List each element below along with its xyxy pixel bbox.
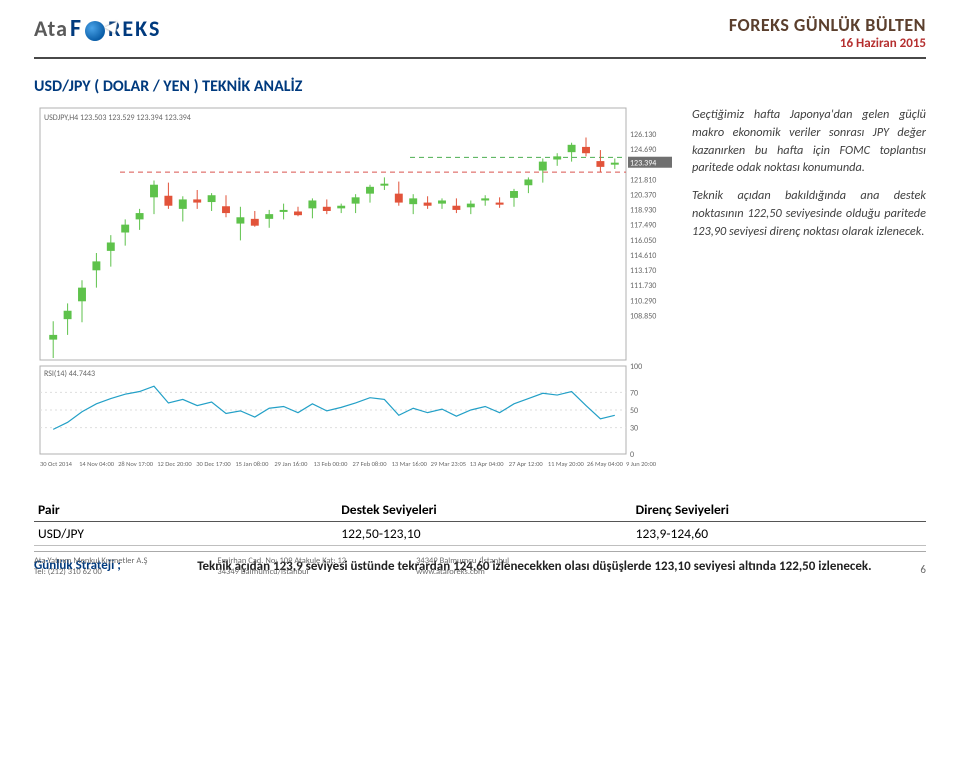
svg-text:111.730: 111.730	[630, 281, 656, 291]
section-title: USD/JPY ( DOLAR / YEN ) TEKNİK ANALİZ	[34, 77, 926, 96]
svg-text:29 Mar 23:05: 29 Mar 23:05	[431, 460, 466, 468]
footer-col-3: 34349 Balmumcu /İstanbul www.ataforeks.c…	[416, 556, 509, 578]
svg-text:121.810: 121.810	[630, 175, 656, 185]
footer-addr1: Emirhan Cad. No: 109 Atakule Kat: 12	[217, 556, 346, 567]
table-row: USD/JPY 122,50-123,10 123,9-124,60	[34, 522, 926, 546]
svg-text:28 Nov 17:00: 28 Nov 17:00	[118, 460, 154, 468]
svg-text:RSI(14) 44.7443: RSI(14) 44.7443	[44, 369, 95, 379]
footer-col-1: Ata Yatırım Menkul Kıymetler A.Ş Tel: (2…	[34, 556, 147, 578]
analysis-text: Geçtiğimiz hafta Japonya'dan gelen güçlü…	[692, 104, 926, 484]
svg-text:0: 0	[630, 450, 634, 460]
th-resistance: Direnç Seviyeleri	[632, 498, 926, 522]
svg-text:30: 30	[630, 424, 638, 434]
svg-text:108.850: 108.850	[630, 311, 656, 321]
footer-tel: Tel: (212) 310 62 00	[34, 567, 147, 578]
th-support: Destek Seviyeleri	[337, 498, 631, 522]
price-chart: 126.130 124.690 123.394 121.810 120.370 118.9…	[34, 104, 674, 484]
svg-text:USDJPY,H4 123.503 123.529 123: USDJPY,H4 123.503 123.529 123.394 123.39…	[44, 113, 191, 123]
footer: Ata Yatırım Menkul Kıymetler A.Ş Tel: (2…	[34, 551, 926, 578]
bulletin-date: 16 Haziran 2015	[729, 36, 926, 51]
footer-url: www.ataforeks.com	[416, 567, 509, 578]
svg-text:118.930: 118.930	[630, 206, 656, 216]
cell-pair: USD/JPY	[34, 522, 337, 546]
svg-text:123.394: 123.394	[630, 159, 656, 169]
svg-text:113.170: 113.170	[630, 266, 656, 276]
svg-text:14 Nov 04:00: 14 Nov 04:00	[79, 460, 115, 468]
bulletin-title: FOREKS GÜNLÜK BÜLTEN	[729, 14, 926, 36]
svg-text:11 May 20:00: 11 May 20:00	[548, 460, 585, 468]
logo: Ata F REKS	[34, 14, 161, 43]
svg-text:26 May 04:00: 26 May 04:00	[587, 460, 624, 468]
svg-text:116.050: 116.050	[630, 236, 656, 246]
bulletin-title-block: FOREKS GÜNLÜK BÜLTEN 16 Haziran 2015	[729, 14, 926, 51]
svg-text:124.690: 124.690	[630, 145, 656, 155]
svg-text:30 Dec 17:00: 30 Dec 17:00	[196, 460, 231, 468]
svg-text:70: 70	[630, 388, 638, 398]
svg-text:30 Oct 2014: 30 Oct 2014	[40, 460, 73, 468]
svg-text:114.610: 114.610	[630, 251, 656, 261]
footer-addr3: 34349 Balmumcu /İstanbul	[416, 556, 509, 567]
footer-addr2: 34349 Balmumcu/İstanbul	[217, 567, 346, 578]
logo-ata: Ata	[34, 15, 68, 42]
svg-text:15 Jan 08:00: 15 Jan 08:00	[235, 460, 269, 468]
header-divider	[34, 57, 926, 59]
svg-text:13 Apr 04:00: 13 Apr 04:00	[470, 460, 505, 468]
cell-support: 122,50-123,10	[337, 522, 631, 546]
logo-f: F	[70, 14, 82, 43]
svg-text:120.370: 120.370	[630, 190, 656, 200]
svg-text:12 Dec 20:00: 12 Dec 20:00	[157, 460, 192, 468]
svg-text:110.290: 110.290	[630, 296, 656, 306]
footer-col-2: Emirhan Cad. No: 109 Atakule Kat: 12 343…	[217, 556, 346, 578]
svg-text:27 Apr 12:00: 27 Apr 12:00	[509, 460, 544, 468]
svg-text:27 Feb 08:00: 27 Feb 08:00	[353, 460, 388, 468]
chart-container: 126.130 124.690 123.394 121.810 120.370 118.9…	[34, 104, 674, 484]
svg-text:117.490: 117.490	[630, 221, 656, 231]
analysis-para-2: Teknik açıdan bakıldığında ana destek no…	[692, 187, 926, 240]
svg-text:9 Jun 20:00: 9 Jun 20:00	[626, 460, 657, 468]
svg-text:50: 50	[630, 406, 638, 416]
levels-table: Pair Destek Seviyeleri Direnç Seviyeleri…	[34, 498, 926, 546]
header: Ata F REKS FOREKS GÜNLÜK BÜLTEN 16 Hazir…	[34, 14, 926, 51]
svg-text:13 Mar 16:00: 13 Mar 16:00	[392, 460, 428, 468]
svg-text:126.130: 126.130	[630, 130, 656, 140]
footer-company: Ata Yatırım Menkul Kıymetler A.Ş	[34, 556, 147, 567]
cell-resistance: 123,9-124,60	[632, 522, 926, 546]
svg-text:29 Jan 16:00: 29 Jan 16:00	[274, 460, 308, 468]
globe-icon	[85, 21, 105, 41]
page-number: 6	[920, 563, 926, 576]
svg-text:13 Feb 00:00: 13 Feb 00:00	[313, 460, 348, 468]
analysis-para-1: Geçtiğimiz hafta Japonya'dan gelen güçlü…	[692, 106, 926, 177]
th-pair: Pair	[34, 498, 337, 522]
svg-text:100: 100	[630, 362, 642, 372]
